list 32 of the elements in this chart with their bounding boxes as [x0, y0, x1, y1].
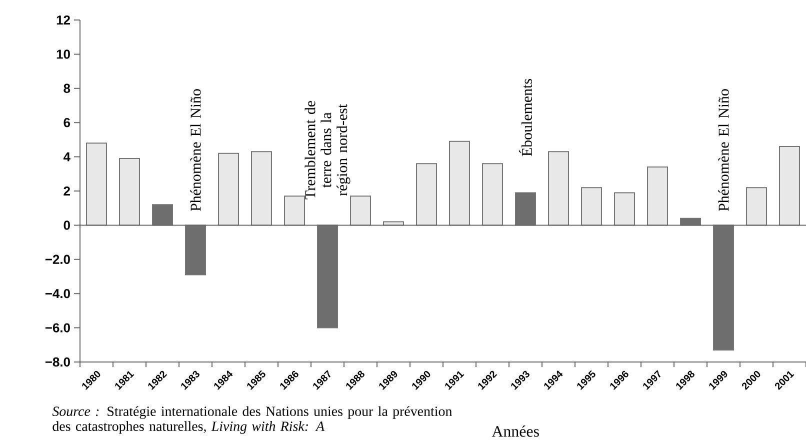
bar	[218, 152, 239, 226]
bar	[284, 196, 306, 226]
bar	[581, 187, 602, 226]
y-tick-label: 12	[56, 15, 70, 25]
bar	[449, 140, 470, 226]
y-tick-label: −8.0	[45, 357, 70, 367]
bar	[119, 158, 140, 226]
bar	[482, 163, 504, 226]
annotation: Éboulements	[519, 79, 532, 156]
x-axis-title: Années	[492, 426, 539, 437]
bar	[647, 166, 668, 226]
bar	[350, 196, 372, 226]
y-tick-label: 6	[64, 118, 70, 128]
annotation: Phénomène El Niño	[718, 89, 729, 211]
bar	[416, 163, 438, 226]
bar	[746, 187, 768, 226]
y-tick-label: 0	[64, 220, 70, 230]
y-tick-label: −4.0	[45, 289, 70, 298]
y-tick-label: 10	[56, 50, 70, 59]
y-tick-label: 4	[63, 152, 70, 162]
bar	[614, 192, 636, 226]
bar	[548, 151, 570, 226]
y-tick-label: −2.0	[45, 254, 70, 264]
text: Source : Stratégie internationale des Nations unies pour la prévention des catastrophes naturelles, Living with Risk: A	[52, 406, 452, 434]
y-tick-label: −6.0	[45, 323, 70, 332]
y-tick-label: 8	[64, 84, 70, 93]
bar	[86, 142, 107, 226]
annotation: Tremblement de terre dans la région nord-est	[304, 100, 350, 200]
bar	[251, 151, 272, 226]
y-tick-label: 2	[64, 186, 70, 196]
annotation: Phénomène El Niño	[190, 89, 201, 211]
bar	[779, 146, 800, 226]
